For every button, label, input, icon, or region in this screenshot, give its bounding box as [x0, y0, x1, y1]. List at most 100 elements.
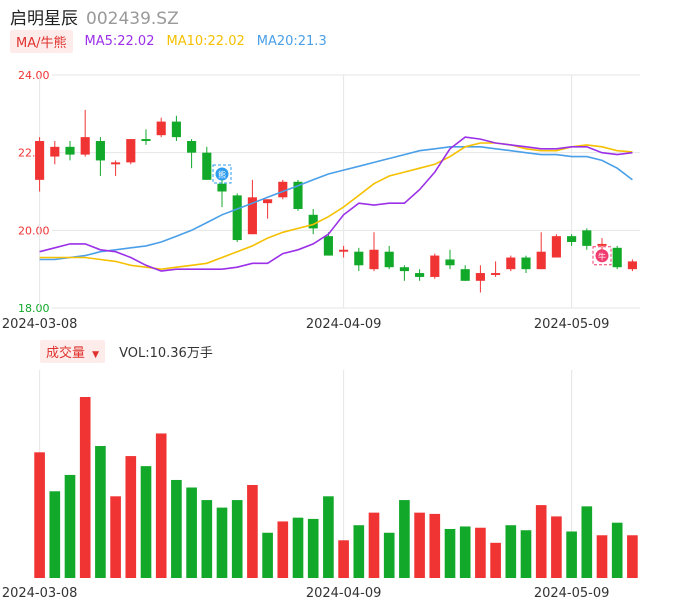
candle-body — [354, 251, 364, 266]
volume-bar — [110, 496, 121, 578]
candle-body — [65, 146, 75, 155]
candle-body — [247, 197, 257, 235]
volume-bar — [459, 526, 471, 578]
candle-body — [171, 121, 181, 138]
candle-body — [263, 199, 273, 204]
candle-body — [308, 214, 318, 229]
ma10-line — [39, 142, 633, 271]
volume-bar — [216, 507, 228, 578]
stock-name: 启明星辰 — [10, 9, 78, 29]
volume-bar — [505, 525, 517, 578]
chevron-down-icon: ▼ — [92, 349, 100, 360]
volume-indicator-tag[interactable]: 成交量 ▼ — [40, 339, 106, 363]
bear-icon — [215, 167, 229, 181]
candle-body — [597, 243, 607, 246]
volume-bar — [399, 500, 410, 578]
x-tick-label: 2024-03-08 — [2, 317, 78, 332]
volume-legend: 成交量 ▼ VOL:10.36万手 — [40, 339, 213, 363]
candle-body — [521, 257, 531, 270]
volume-value: VOL:10.36万手 — [119, 345, 213, 361]
volume-bar — [414, 512, 425, 578]
ma10-label: MA10:22.02 — [166, 33, 245, 49]
volume-bar — [338, 540, 349, 578]
volume-bar — [125, 456, 137, 578]
volume-bar — [155, 433, 167, 578]
volume-bar — [566, 531, 577, 578]
volume-bar — [520, 530, 532, 578]
volume-bar — [353, 525, 365, 578]
candle-body — [415, 273, 425, 277]
volume-bar — [95, 446, 106, 578]
y-tick-label: 18.00 — [18, 302, 50, 315]
candle-body — [551, 236, 561, 258]
volume-bar — [49, 491, 61, 578]
stock-code: 002439.SZ — [86, 9, 179, 29]
ma-indicator-tag[interactable]: MA/牛熊 — [10, 29, 73, 53]
volume-bar — [277, 521, 289, 578]
volume-bar — [231, 500, 243, 578]
candle-body — [187, 141, 197, 153]
ma5-line — [39, 136, 633, 272]
x-tick-label: 2024-03-08 — [2, 586, 78, 601]
volume-bar — [596, 535, 608, 578]
candle-body — [232, 195, 242, 241]
volume-bar — [383, 532, 395, 578]
volume-bar — [247, 484, 258, 578]
volume-bar — [201, 500, 213, 578]
x-tick-label: 2024-05-09 — [534, 317, 610, 332]
candle-body — [399, 267, 409, 272]
signal-marker-label: 熊 — [218, 169, 226, 179]
candle-body — [202, 152, 212, 180]
bull-icon — [595, 249, 609, 263]
volume-bar — [475, 527, 486, 578]
candle-body — [50, 146, 60, 157]
volume-bar — [535, 505, 547, 578]
candle-body — [111, 162, 121, 165]
signal-marker-frame — [212, 164, 232, 184]
candle-body — [293, 181, 303, 209]
candle-body — [460, 269, 470, 281]
volume-bar — [171, 479, 182, 578]
volume-bar — [429, 513, 441, 578]
volume-bar — [140, 466, 152, 578]
candle-body — [384, 251, 394, 268]
candle-body — [491, 273, 501, 275]
x-tick-label: 2024-04-09 — [306, 586, 382, 601]
candle-body — [217, 183, 227, 192]
candle-body — [582, 230, 592, 246]
candle-body — [536, 251, 546, 270]
candle-body — [80, 137, 90, 155]
candle-body — [278, 181, 288, 198]
candle-body — [141, 139, 151, 142]
volume-bar — [490, 542, 501, 578]
volume-bar — [627, 535, 638, 578]
signal-marker-frame — [592, 246, 612, 266]
x-tick-label: 2024-05-09 — [534, 586, 610, 601]
ma20-line — [39, 146, 633, 261]
volume-bar — [323, 496, 334, 578]
volume-bar — [444, 528, 456, 578]
candle-body — [445, 259, 455, 266]
volume-bar — [307, 518, 319, 578]
candle-body — [567, 236, 577, 242]
y-tick-label: 20.00 — [18, 224, 50, 237]
volume-bar — [262, 532, 273, 578]
candle-body — [126, 139, 136, 163]
candle-body — [612, 247, 622, 268]
candle-body — [369, 249, 379, 270]
volume-bar — [64, 474, 76, 578]
candle-body — [339, 249, 349, 252]
candle-body — [430, 255, 440, 277]
volume-bar — [581, 506, 593, 578]
candle-body — [35, 141, 45, 180]
y-tick-label: 24.00 — [18, 69, 50, 82]
volume-bar — [292, 517, 304, 578]
volume-bar — [186, 487, 197, 578]
x-tick-label: 2024-04-09 — [306, 317, 382, 332]
candle-body — [323, 236, 333, 256]
signal-marker-label: 牛 — [598, 251, 606, 261]
volume-bar — [551, 516, 562, 578]
candle-body — [156, 121, 166, 136]
volume-bar — [611, 522, 623, 578]
